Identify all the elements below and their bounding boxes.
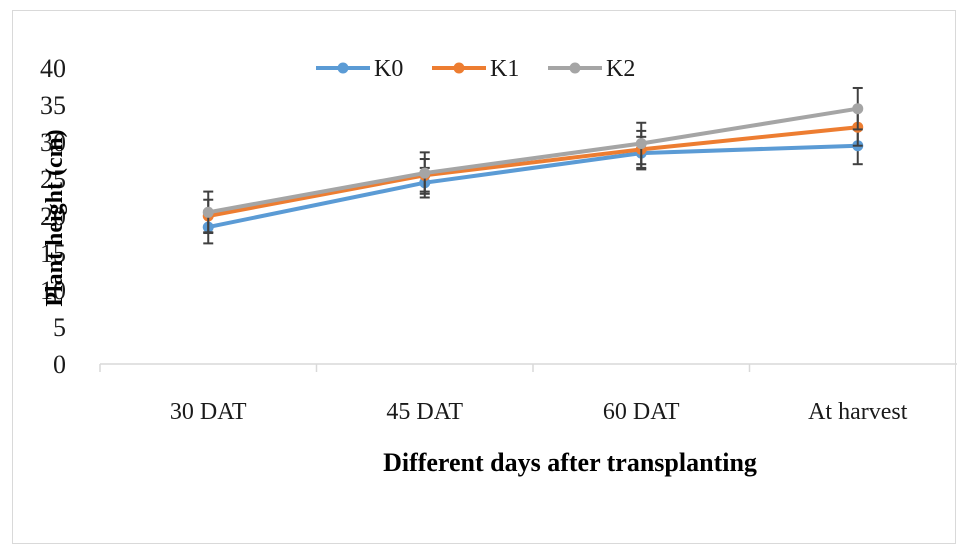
data-point: [852, 103, 864, 115]
legend-swatch-marker: [569, 62, 581, 74]
y-tick-label: 35: [40, 91, 66, 120]
y-axis-title: Plant height (cm): [42, 129, 68, 306]
y-tick-label: 0: [53, 350, 66, 379]
legend-label: K2: [606, 56, 635, 82]
series-K1: [202, 107, 864, 234]
x-tick-label: 45 DAT: [386, 399, 463, 425]
series-K0: [202, 126, 864, 245]
y-tick-label: 15: [40, 239, 66, 268]
series-line: [207, 106, 859, 215]
chart-frame: [12, 10, 956, 544]
y-tick-label: 10: [40, 276, 66, 305]
legend-item-K2: K2: [548, 56, 635, 82]
legend-label: K1: [490, 56, 519, 82]
y-tick-label: 40: [40, 54, 66, 83]
series-line: [207, 143, 858, 230]
data-point: [635, 137, 647, 149]
legend-swatch-marker: [453, 62, 465, 74]
legend-item-K1: K1: [432, 56, 519, 82]
x-tick-label: At harvest: [808, 399, 908, 425]
legend-swatch-marker: [337, 62, 349, 74]
legend-item-K0: K0: [316, 56, 403, 82]
y-tick-label: 5: [53, 313, 66, 342]
x-tick-label: 60 DAT: [603, 399, 680, 425]
legend-label: K0: [374, 56, 403, 82]
x-axis-title: Different days after transplanting: [383, 448, 757, 477]
y-tick-label: 20: [40, 202, 66, 231]
series-K2: [202, 86, 864, 235]
y-tick-label: 25: [40, 165, 66, 194]
data-point: [419, 167, 431, 179]
y-tick-label: 30: [40, 128, 66, 157]
x-tick-label: 30 DAT: [170, 399, 247, 425]
series-line: [207, 125, 858, 218]
legend: K0 K1 K2: [316, 56, 635, 82]
data-point: [202, 206, 214, 218]
